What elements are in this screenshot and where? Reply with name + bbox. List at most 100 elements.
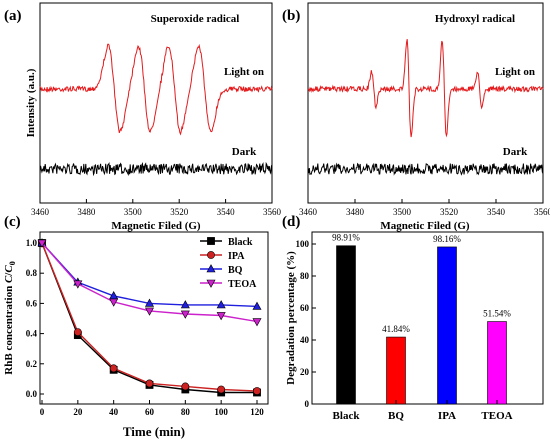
xtick-label: 0 — [40, 407, 45, 417]
xtick-label: 3480 — [77, 207, 96, 217]
panel-a-frame — [39, 2, 273, 204]
xtick-label: 3560 — [263, 207, 282, 217]
series-line-bq — [41, 242, 258, 308]
ytick-label: 0.0 — [26, 389, 38, 399]
xtick-label: 20 — [73, 407, 83, 417]
category-label-black: Black — [333, 410, 361, 422]
data-point-ipa — [253, 387, 261, 395]
panel-b-xlabel: Magnetic Filed (G) — [380, 220, 470, 232]
bar-teoa — [487, 321, 507, 405]
legend-marker-bq — [206, 264, 216, 273]
xtick-label: 80 — [181, 407, 191, 417]
series-line-black — [41, 242, 257, 394]
ytick-label: 0.2 — [26, 359, 38, 369]
panel-d-bars: 98.91% Black 41.84% BQ 98.16% IPA 51.54% TEOA — [332, 233, 513, 422]
panel-b-lighton-label: Light on — [495, 66, 535, 78]
xtick-label: 3540 — [217, 207, 236, 217]
panel-a-ylabel: Intensity (a.u.) — [25, 68, 37, 137]
panel-b-xticks: 3460 3480 3500 3520 3540 3560 — [299, 199, 550, 217]
ytick-label: 1.0 — [26, 238, 38, 248]
bar-ipa — [437, 246, 457, 405]
panel-b-title: Hydroxyl radical — [435, 13, 515, 25]
bar-value-label-black: 98.91% — [332, 233, 360, 243]
data-point-teoa — [216, 312, 226, 321]
panel-c-legend: Black IPA BQ TEOA — [200, 237, 257, 290]
category-label-teoa: TEOA — [481, 410, 512, 422]
bar-value-label-teoa: 51.54% — [483, 309, 511, 319]
bar-value-label-bq: 41.84% — [382, 324, 410, 334]
panel-c-letter: (c) — [4, 214, 21, 230]
ytick-label: 0 — [305, 399, 310, 409]
xtick-label: 3500 — [393, 207, 412, 217]
xtick-label: 3540 — [487, 207, 506, 217]
xtick-label: 3500 — [124, 207, 143, 217]
data-point-bq — [252, 301, 262, 310]
category-label-ipa: IPA — [438, 410, 456, 422]
panel-a-lighton-trace — [39, 43, 273, 136]
panel-c-frame — [39, 231, 269, 405]
xtick-label: 3460 — [31, 207, 50, 217]
ytick-label: 0.8 — [26, 268, 38, 278]
panel-a-lighton-label: Light on — [224, 66, 264, 78]
xtick-label: 3460 — [299, 207, 318, 217]
panel-d-letter: (d) — [282, 214, 300, 230]
ytick-label: 0.6 — [26, 298, 38, 308]
panel-a-xticks: 3460 3480 3500 3520 3540 3560 — [31, 199, 282, 217]
data-point-teoa — [144, 307, 155, 316]
panel-b-frame — [307, 2, 544, 204]
ytick-label: 80 — [300, 271, 310, 281]
xtick-label: 3560 — [534, 207, 550, 217]
data-point-teoa — [37, 239, 47, 248]
data-point-teoa — [109, 298, 119, 307]
panel-d: (d) 0 20 40 60 80 100 98.91% Black 41.84% BQ 98.1… — [282, 214, 544, 422]
series-line-ipa — [41, 242, 258, 392]
panel-a-dark-trace — [39, 161, 273, 177]
category-label-bq: BQ — [388, 410, 404, 422]
xtick-label: 100 — [214, 407, 228, 417]
ytick-label: 0.4 — [26, 329, 38, 339]
xtick-label: 3520 — [170, 207, 189, 217]
data-point-ipa — [217, 385, 226, 394]
panel-c-yticks: 0.0 0.2 0.4 0.6 0.8 1.0 — [26, 238, 44, 399]
bar-bq — [386, 336, 406, 405]
panel-a-xlabel: Magnetic Filed (G) — [111, 220, 201, 232]
panel-d-ylabel: Degradation percentage (%) — [285, 251, 297, 385]
panel-c: (c) 0.0 0.2 0.4 0.6 0.8 1.0 0 20 40 60 80 100 120 B… — [3, 214, 269, 439]
ytick-label: 20 — [300, 367, 310, 377]
xtick-label: 40 — [109, 407, 119, 417]
panel-a-title: Superoxide radical — [151, 13, 240, 25]
panel-a-letter: (a) — [4, 8, 22, 24]
xtick-label: 3520 — [440, 207, 459, 217]
bar-value-label-ipa: 98.16% — [433, 234, 461, 244]
panel-a: (a) Superoxide radical Light on Dark Int… — [4, 2, 282, 232]
ytick-label: 60 — [300, 303, 310, 313]
data-point-ipa — [109, 364, 118, 373]
panel-c-xticks: 0 20 40 60 80 100 120 — [40, 400, 264, 417]
panel-c-xlabel: Time (min) — [123, 424, 185, 439]
legend-label-teoa: TEOA — [228, 279, 257, 290]
panel-c-series — [37, 238, 262, 397]
xtick-label: 3480 — [346, 207, 365, 217]
panel-b-lighton-trace — [307, 39, 544, 138]
data-point-teoa — [73, 280, 83, 289]
panel-b-letter: (b) — [282, 8, 300, 24]
legend-marker-black — [207, 237, 215, 245]
ytick-label: 100 — [296, 239, 310, 249]
data-point-ipa — [145, 379, 154, 388]
panel-c-ylabel: RhB concentration C/C0 — [3, 261, 17, 374]
xtick-label: 60 — [145, 407, 155, 417]
panel-b-dark-trace — [307, 162, 544, 176]
bar-black — [336, 245, 356, 405]
data-point-bq — [216, 300, 226, 309]
xtick-label: 120 — [250, 407, 264, 417]
panel-b: (b) Hydroxyl radical Light on Dark 3460 3… — [282, 2, 550, 232]
data-point-teoa — [252, 318, 262, 327]
legend-marker-teoa — [206, 279, 216, 288]
data-point-teoa — [180, 310, 190, 319]
panel-b-dark-label: Dark — [503, 146, 528, 158]
panel-d-frame — [311, 231, 544, 405]
legend-label-bq: BQ — [228, 265, 243, 276]
data-point-ipa — [181, 382, 190, 391]
legend-marker-ipa — [207, 251, 215, 259]
